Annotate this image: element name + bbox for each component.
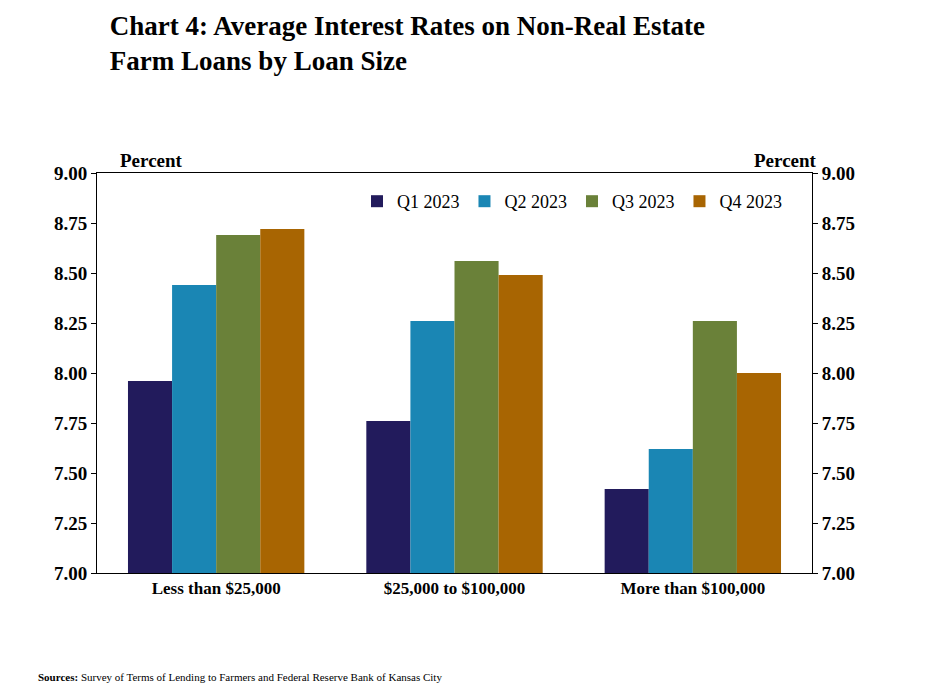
svg-text:$25,000 to $100,000: $25,000 to $100,000	[384, 579, 526, 598]
svg-text:8.50: 8.50	[822, 263, 855, 284]
svg-text:7.50: 7.50	[54, 463, 87, 484]
svg-text:7.25: 7.25	[54, 513, 87, 534]
svg-text:7.00: 7.00	[54, 563, 87, 584]
svg-text:8.25: 8.25	[54, 313, 87, 334]
svg-text:8.25: 8.25	[822, 313, 855, 334]
svg-text:7.75: 7.75	[822, 413, 855, 434]
svg-text:Q3 2023: Q3 2023	[612, 192, 675, 212]
svg-text:Q4 2023: Q4 2023	[719, 192, 782, 212]
svg-text:9.00: 9.00	[54, 163, 87, 184]
svg-text:Q1 2023: Q1 2023	[397, 192, 460, 212]
svg-text:7.75: 7.75	[54, 413, 87, 434]
svg-text:7.00: 7.00	[822, 563, 855, 584]
svg-text:Percent: Percent	[120, 150, 183, 171]
svg-text:Sources: Survey of Terms of Le: Sources: Survey of Terms of Lending to F…	[38, 671, 442, 683]
svg-text:9.00: 9.00	[822, 163, 855, 184]
svg-text:8.75: 8.75	[822, 213, 855, 234]
svg-text:Percent: Percent	[754, 150, 817, 171]
svg-text:Q2 2023: Q2 2023	[504, 192, 566, 212]
svg-text:8.00: 8.00	[54, 363, 87, 384]
svg-text:Chart 4: Average Interest Rate: Chart 4: Average Interest Rates on Non-R…	[110, 11, 705, 76]
svg-text:8.75: 8.75	[54, 213, 87, 234]
svg-text:More than $100,000: More than $100,000	[621, 579, 766, 598]
svg-text:8.00: 8.00	[822, 363, 855, 384]
svg-text:8.50: 8.50	[54, 263, 87, 284]
svg-text:7.25: 7.25	[822, 513, 855, 534]
svg-text:Less than $25,000: Less than $25,000	[152, 579, 281, 598]
svg-text:7.50: 7.50	[822, 463, 855, 484]
